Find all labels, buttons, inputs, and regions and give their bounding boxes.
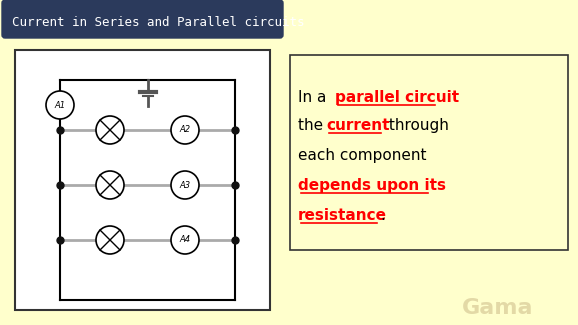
Circle shape [171,226,199,254]
Text: A1: A1 [54,100,65,110]
Text: Gama: Gama [462,298,533,318]
Circle shape [96,171,124,199]
Circle shape [96,116,124,144]
FancyBboxPatch shape [15,50,270,310]
Circle shape [171,116,199,144]
Text: .: . [380,208,385,223]
Text: through: through [384,118,449,133]
Circle shape [46,91,74,119]
Circle shape [171,171,199,199]
FancyBboxPatch shape [290,55,568,250]
Text: depends upon its: depends upon its [298,178,446,193]
Text: each component: each component [298,148,427,163]
Text: Current in Series and Parallel circuits: Current in Series and Parallel circuits [12,16,305,29]
Text: parallel circuit: parallel circuit [335,90,459,105]
Text: resistance: resistance [298,208,387,223]
Text: current: current [326,118,390,133]
Text: A3: A3 [179,180,191,189]
Text: A4: A4 [179,236,191,244]
Text: A2: A2 [179,125,191,135]
Text: the: the [298,118,328,133]
Text: In a: In a [298,90,331,105]
FancyBboxPatch shape [2,0,283,38]
Circle shape [96,226,124,254]
